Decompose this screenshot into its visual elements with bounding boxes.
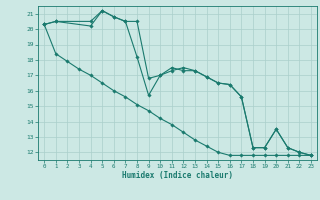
X-axis label: Humidex (Indice chaleur): Humidex (Indice chaleur) [122, 171, 233, 180]
